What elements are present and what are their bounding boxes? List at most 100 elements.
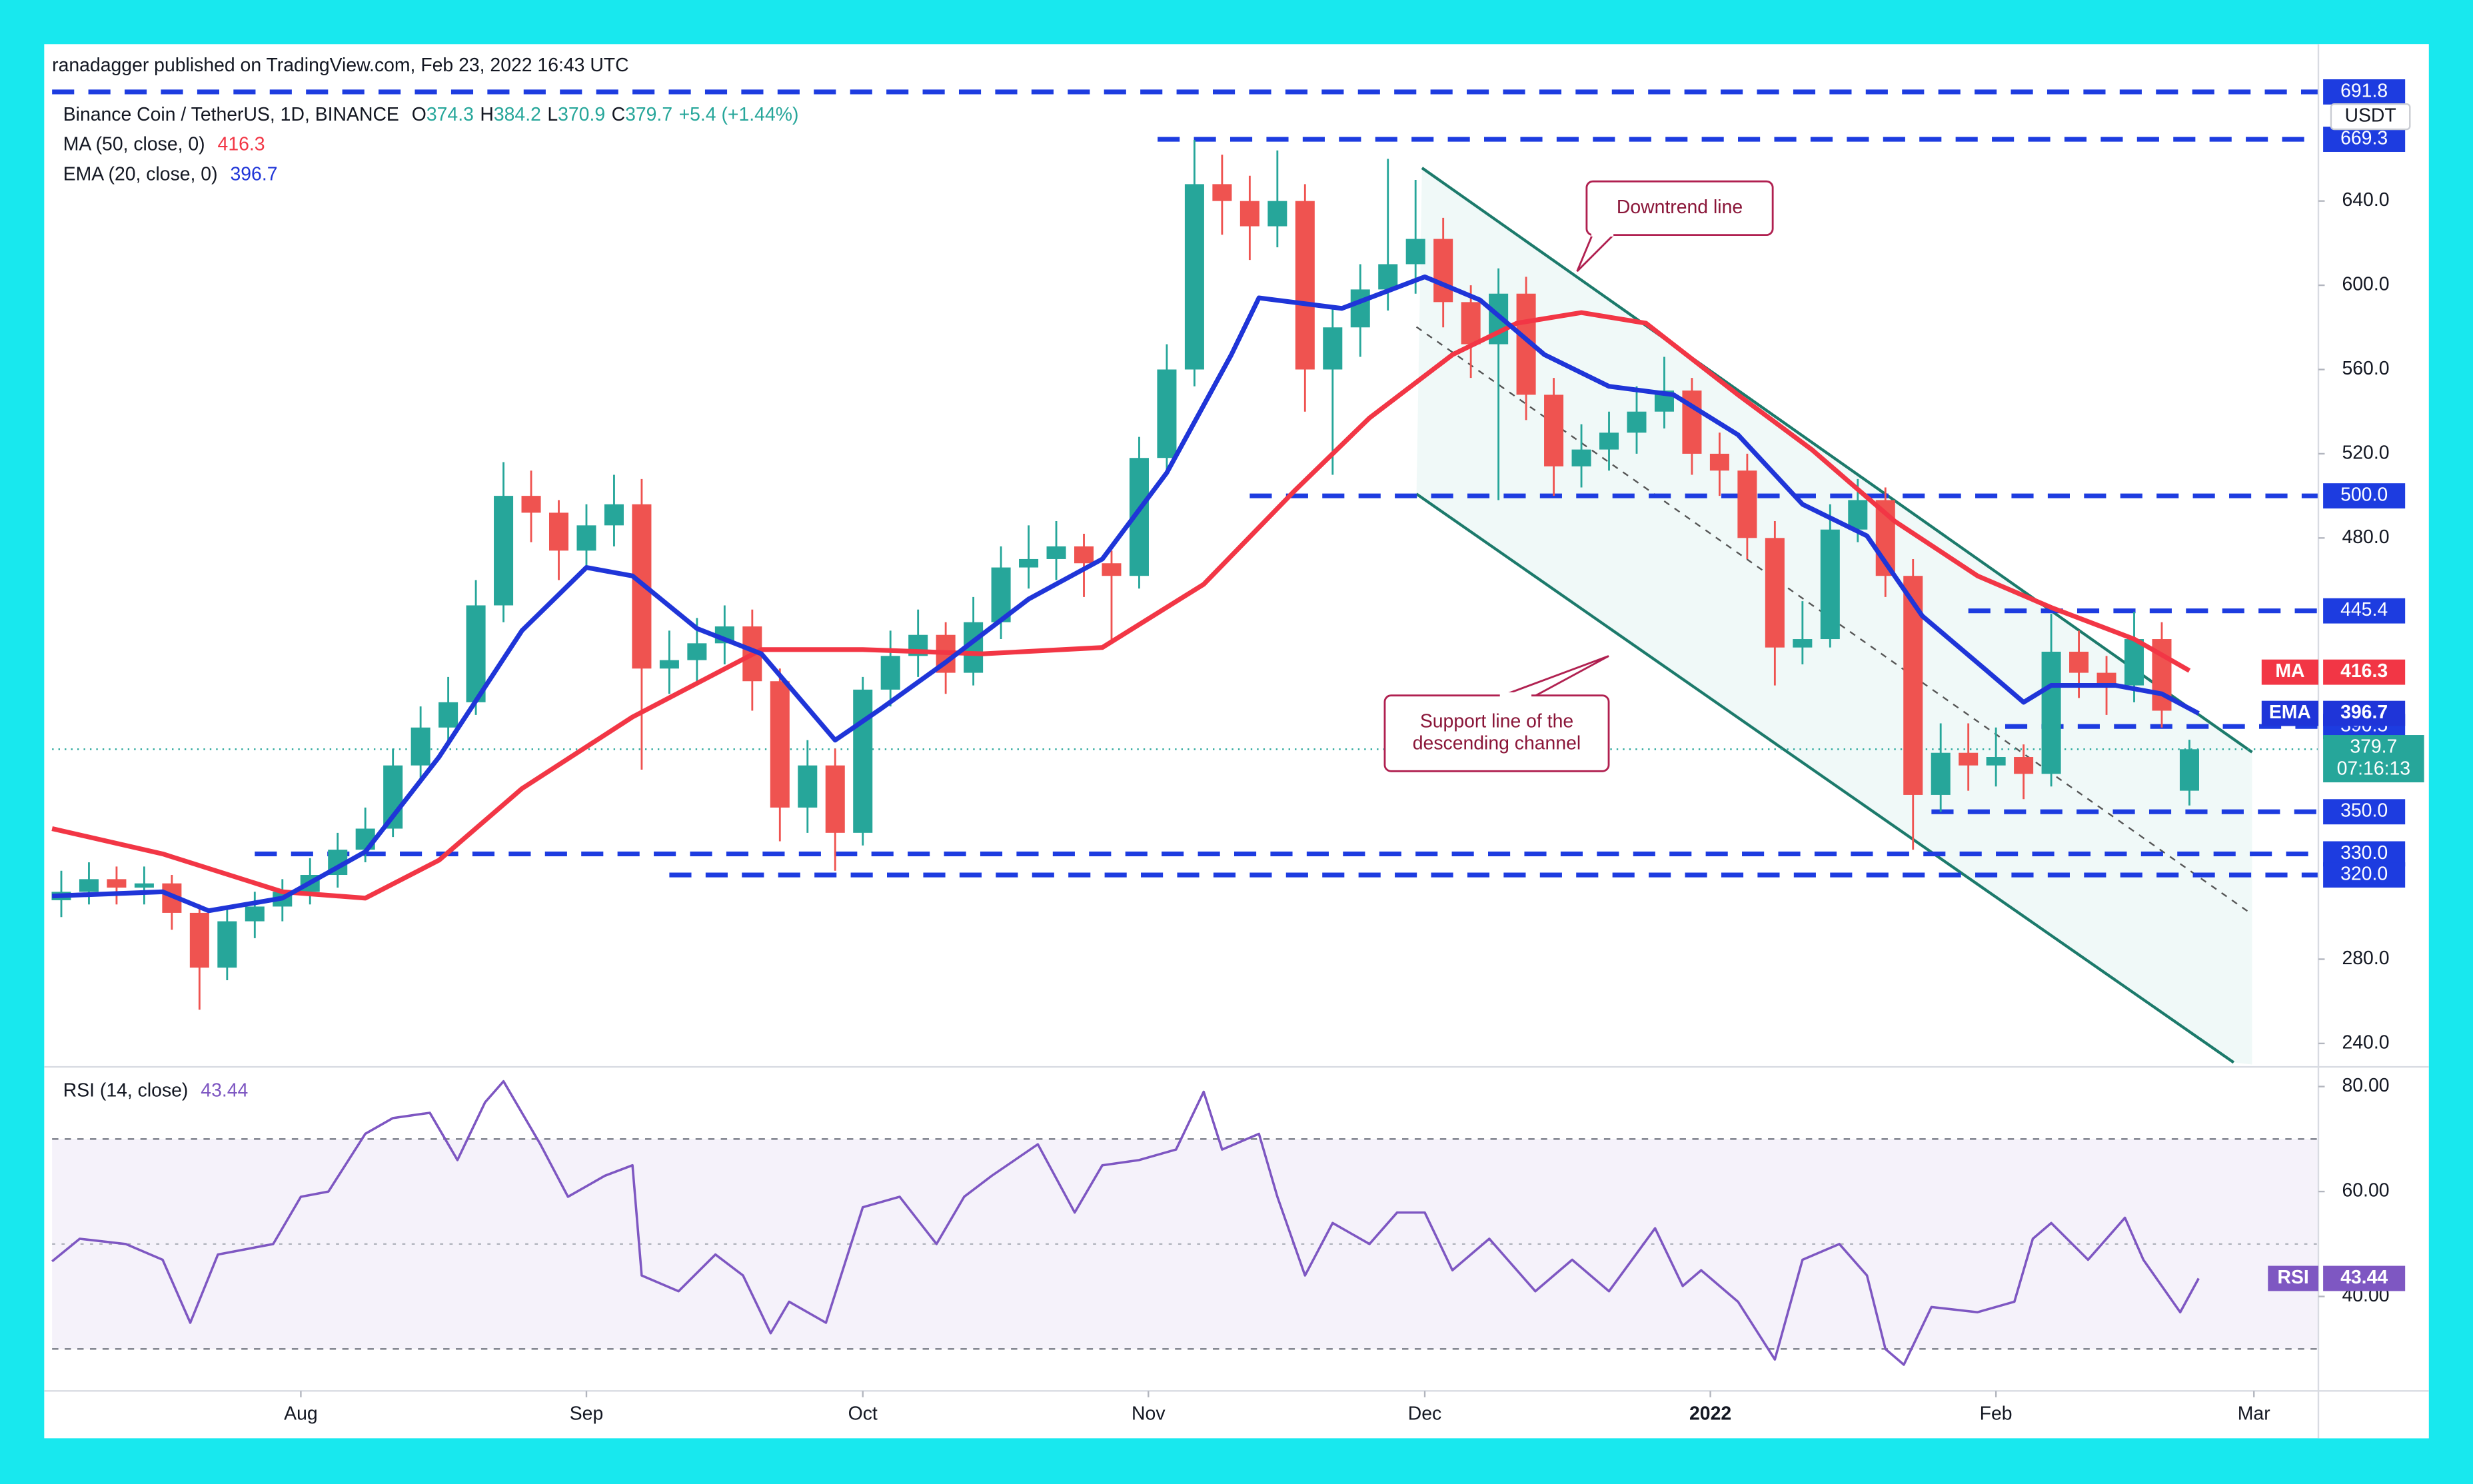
indicator-tag-label: MA — [2275, 660, 2304, 682]
rsi-badge — [2323, 1265, 2406, 1291]
candle-body — [134, 883, 154, 888]
y-tick-label: 560.0 — [2342, 358, 2390, 379]
candle-body — [687, 643, 707, 660]
ohlc-value: 384.2 — [494, 103, 541, 125]
x-tick-label: Sep — [570, 1403, 604, 1424]
indicator-tag — [2261, 700, 2319, 726]
candle-body — [521, 496, 541, 513]
rsi-badge-label: 43.44 — [2340, 1267, 2388, 1288]
callout-joint — [1591, 230, 1614, 237]
indicator-badge — [2323, 659, 2406, 685]
candle-body — [1544, 394, 1564, 466]
rsi-tag — [2268, 1265, 2319, 1291]
annotation: Downtrend line — [1617, 197, 1743, 218]
candle-body — [1986, 757, 2006, 766]
annotation: Support line of the — [1420, 710, 1573, 732]
candle-body — [1323, 327, 1343, 370]
candle-body — [1599, 432, 1619, 450]
rsi-legend: RSI (14, close) 43.44 — [63, 1080, 249, 1101]
candle-body — [217, 921, 237, 968]
level-badge — [2323, 841, 2406, 867]
y-tick-label: 480.0 — [2342, 526, 2390, 548]
candle-body — [2124, 639, 2144, 686]
candle-body — [1959, 752, 1979, 766]
candle-body — [1019, 558, 1039, 568]
candle-body — [1267, 201, 1287, 227]
x-tick-label: Oct — [848, 1403, 878, 1424]
y-tick-label: 240.0 — [2342, 1032, 2390, 1053]
indicator-badge — [2323, 700, 2406, 726]
countdown: 07:16:13 — [2337, 758, 2410, 780]
candle-body — [1157, 369, 1177, 458]
candle-body — [1571, 449, 1591, 466]
indicator-tag — [2261, 659, 2319, 685]
candle-body — [1931, 752, 1951, 795]
ohlc-label: L — [547, 103, 558, 125]
rsi-y-tick-label: 60.00 — [2342, 1180, 2390, 1201]
currency-badge: USDT — [2330, 103, 2411, 131]
candle-body — [1074, 546, 1094, 564]
candle-body — [466, 605, 486, 702]
candle-body — [1102, 563, 1122, 576]
callout-box — [1383, 694, 1610, 772]
rsi-name: RSI (14, close) — [63, 1080, 189, 1101]
callout-pointer — [1576, 233, 1616, 273]
ohlc-label: C — [612, 103, 626, 125]
axes: Aug Sep Oct Nov Dec 2022 Feb Mar 240.0 280.0 480.0… — [44, 44, 2429, 1439]
level-label: 320.0 — [2340, 864, 2388, 885]
level-label: 669.3 — [2340, 128, 2388, 149]
x-tick-label: 2022 — [1689, 1403, 1731, 1424]
candle-body — [1793, 639, 1813, 648]
candle-body — [576, 525, 596, 551]
candle-body — [1212, 184, 1232, 201]
level-badge — [2323, 598, 2406, 624]
candle-body — [2041, 652, 2061, 774]
ohlc-label: H — [480, 103, 494, 125]
publisher: ranadagger published on TradingView.com,… — [52, 55, 628, 76]
indicator-line — [52, 274, 2200, 914]
rsi-tag-label: RSI — [2277, 1267, 2308, 1288]
currency-box — [2330, 103, 2411, 131]
indicator-value: 396.7 — [230, 163, 277, 185]
level-label: 350.0 — [2340, 800, 2388, 822]
candle-body — [1848, 500, 1868, 530]
indicator-tag-label: EMA — [2269, 702, 2311, 723]
level-badge — [2323, 799, 2406, 825]
symbol-legend: Binance Coin / TetherUS, 1D, BINANCE O374… — [63, 103, 799, 125]
rsi-value: 43.44 — [201, 1080, 248, 1101]
indicators — [51, 274, 2200, 1366]
level-badge — [2323, 79, 2406, 105]
ohlc-value: 374.3 — [426, 103, 474, 125]
candle-body — [189, 912, 209, 968]
x-tick-label: Aug — [284, 1403, 318, 1424]
candle-body — [107, 879, 127, 888]
candle-body — [245, 906, 265, 922]
x-tick-label: Mar — [2238, 1403, 2270, 1424]
callout-pointer — [1497, 655, 1609, 698]
callout-box — [1585, 180, 1774, 237]
candle-body — [1709, 453, 1729, 471]
channel-upper — [1421, 167, 2253, 754]
candle-body — [2096, 672, 2116, 686]
indicator-badge-label: 416.3 — [2340, 660, 2388, 682]
channel-lower — [1415, 492, 2235, 1064]
downtrend-callout: Downtrend line — [1576, 180, 1774, 273]
candle-body — [1765, 538, 1785, 648]
ohlc-value: 379.7 — [625, 103, 672, 125]
indicator-name: EMA (20, close, 0) — [63, 163, 218, 185]
ma-legend: MA (50, close, 0) 416.3 — [63, 133, 265, 155]
candle-body — [1737, 470, 1757, 538]
candle-body — [1405, 239, 1425, 265]
candle-body — [79, 879, 99, 892]
candle-body — [1820, 529, 1840, 640]
callout-joint — [1499, 692, 1532, 699]
candle-body — [1433, 239, 1453, 303]
x-tick-label: Nov — [1132, 1403, 1166, 1424]
x-tick-label: Feb — [1980, 1403, 2013, 1424]
ema-legend: EMA (20, close, 0) 396.7 — [63, 163, 278, 185]
candle-body — [1378, 264, 1398, 290]
x-tick-label: Dec — [1408, 1403, 1441, 1424]
indicator-name: MA (50, close, 0) — [63, 133, 205, 155]
